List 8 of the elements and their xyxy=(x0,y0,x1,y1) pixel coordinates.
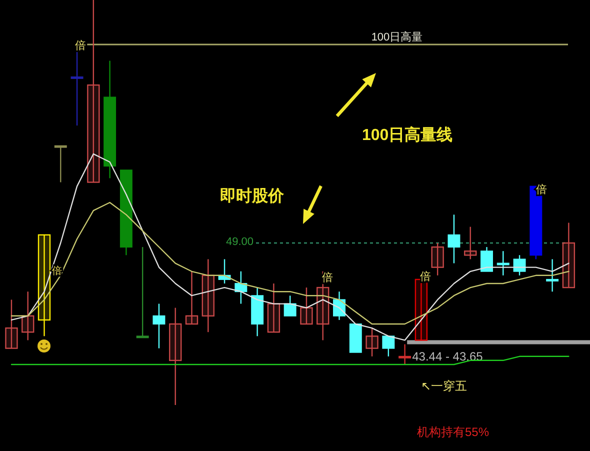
annotation: ↖一穿五 xyxy=(421,379,468,393)
annotation: 机构持有55% xyxy=(417,425,490,439)
band-label: 43.44 - 43.65 xyxy=(412,349,484,364)
ref-line-label: 100日高量 xyxy=(371,30,423,44)
annotation: 49.00 xyxy=(226,236,254,248)
annotation: 100日高量线 xyxy=(362,127,453,144)
annotation: 倍 xyxy=(52,266,62,277)
annotation: 即时股价 xyxy=(220,188,284,205)
